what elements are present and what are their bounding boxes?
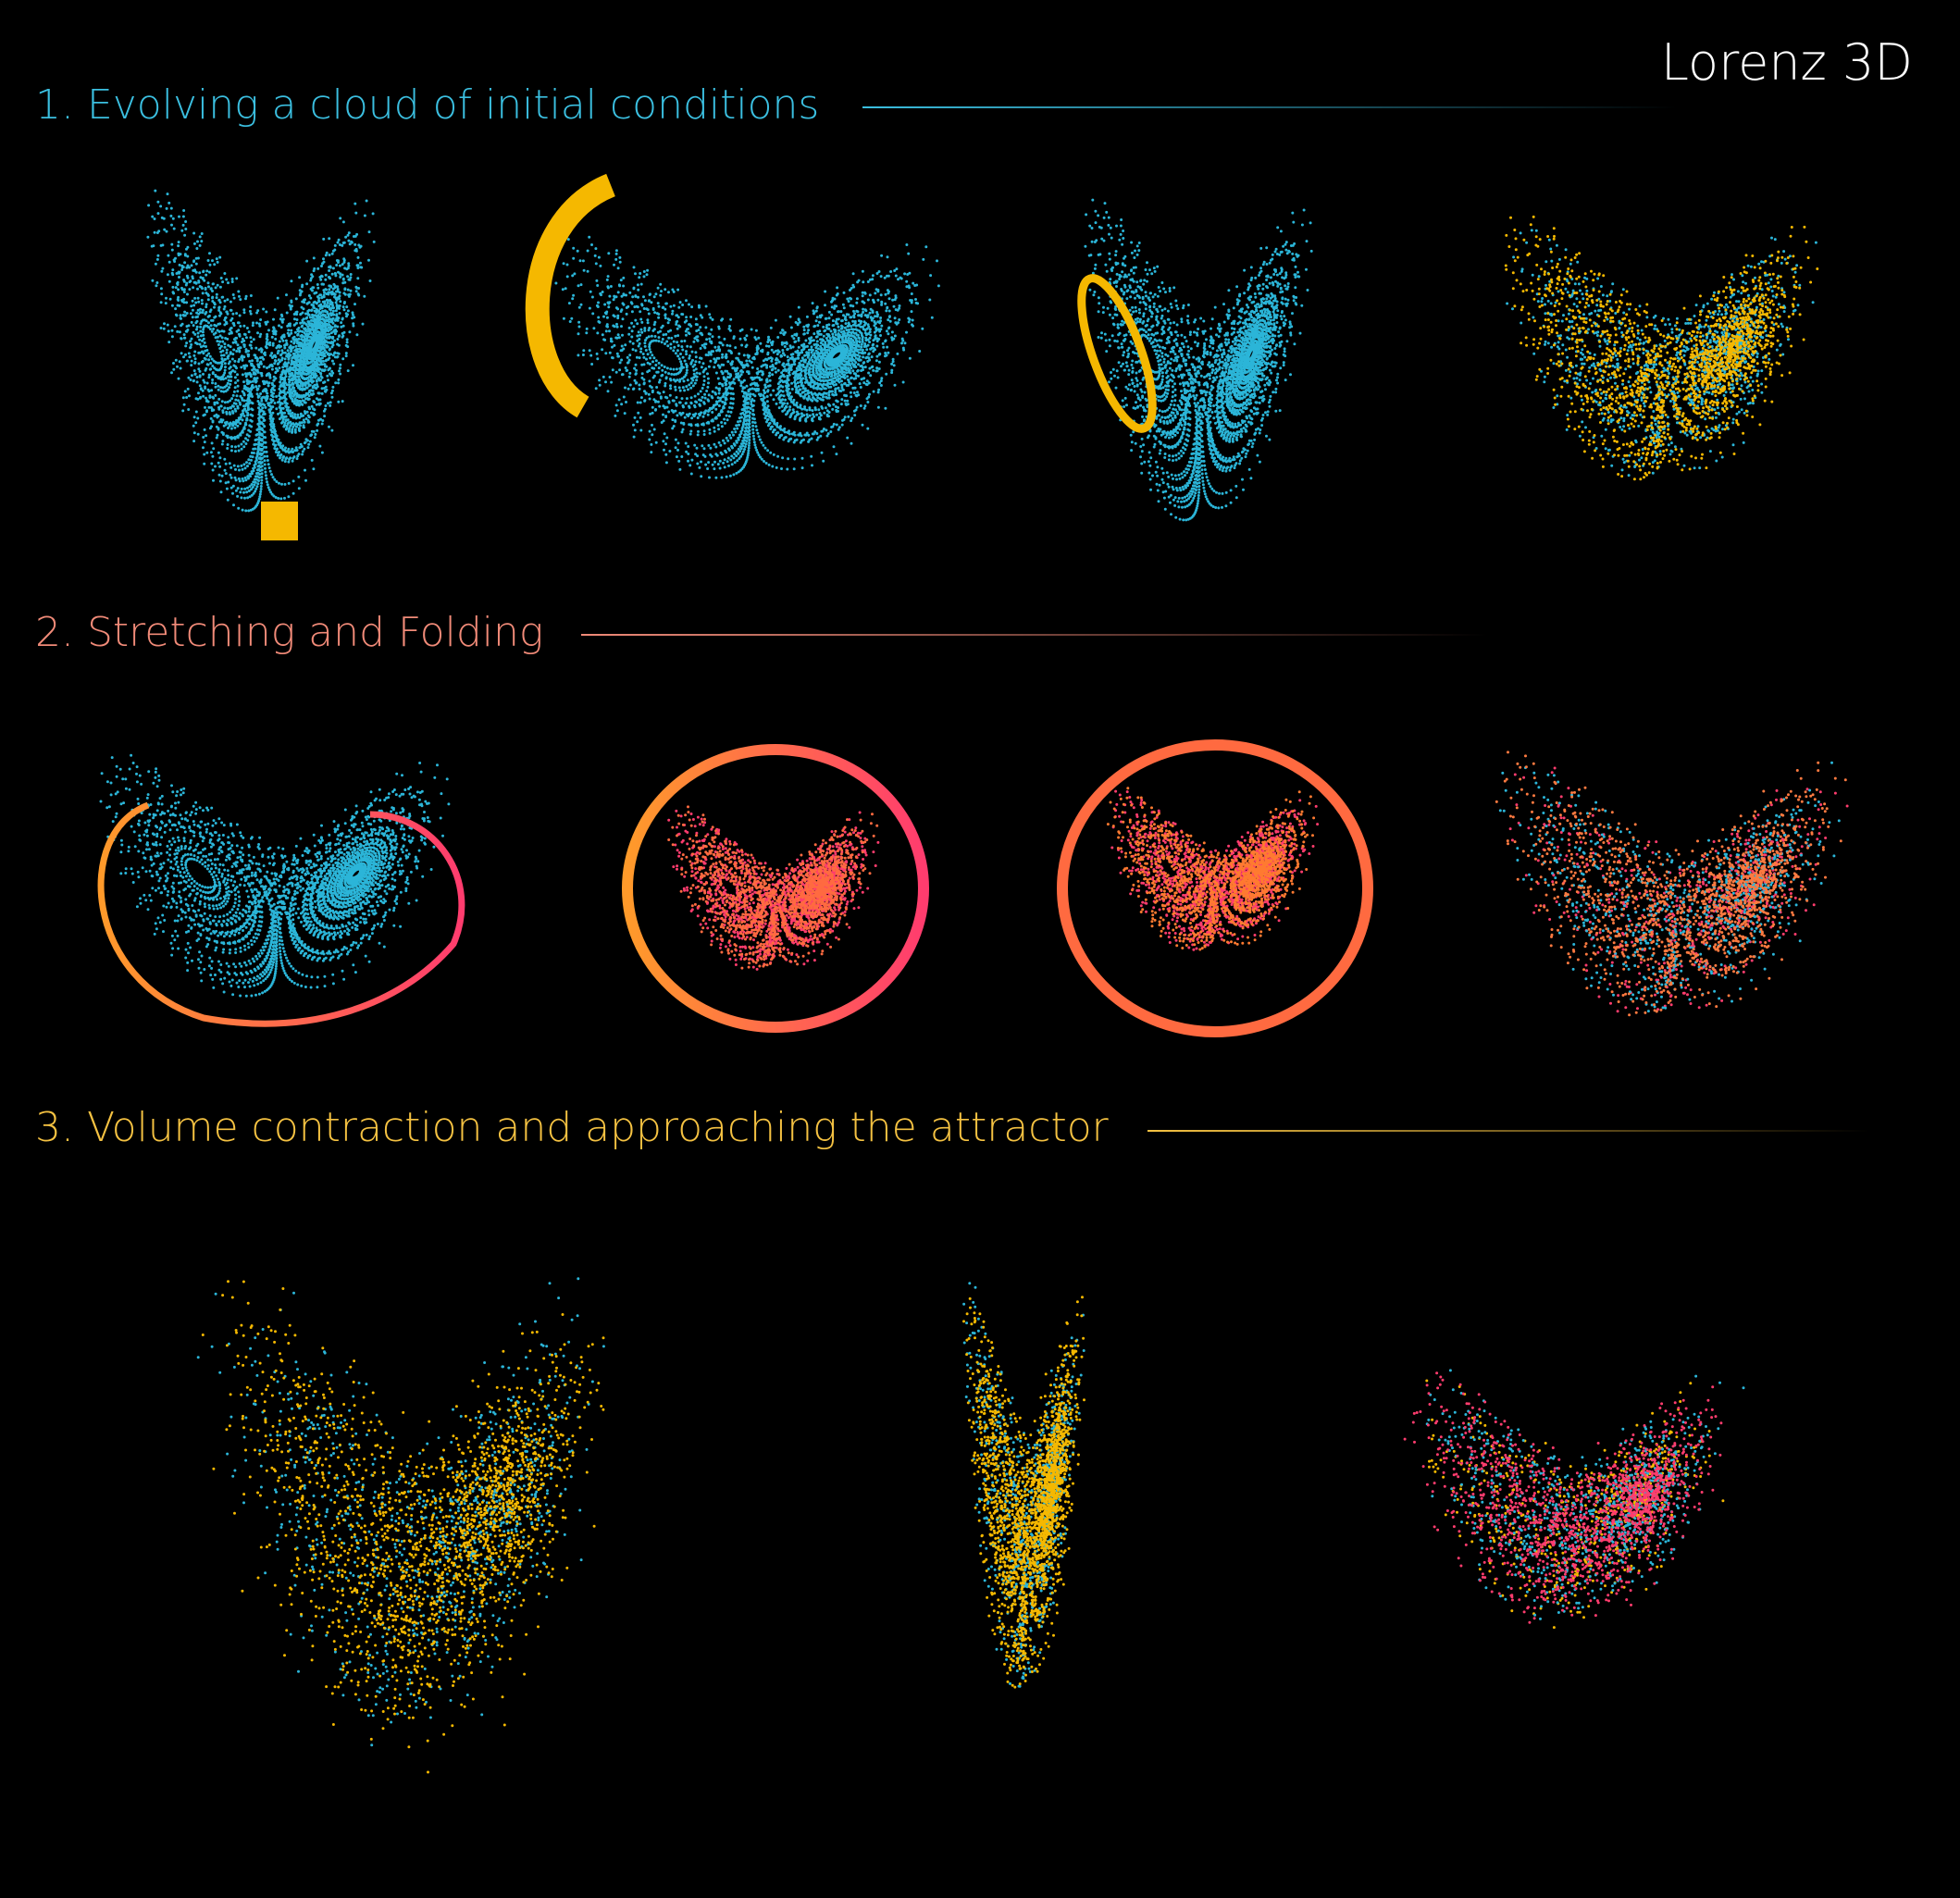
divider [1147,1130,1869,1132]
fold [97,801,465,1027]
figures [97,173,1849,1774]
point-cloud [1504,215,1819,481]
fold [1057,739,1373,1037]
point-cloud [667,805,879,970]
section-heading: 2. Stretching and Folding [35,609,543,656]
initial-cloud [261,502,298,540]
fold [622,744,929,1033]
point-cloud [1084,198,1313,522]
point-cloud [196,1277,605,1747]
point-cloud [146,189,376,513]
section-heading: 3. Volume contraction and approaching th… [35,1104,1110,1151]
title: Lorenz 3D [1661,33,1913,92]
point-cloud [1403,1371,1723,1624]
cloud-ring [1077,274,1157,433]
divider [581,634,1488,636]
point-cloud [201,1280,605,1774]
point-cloud [1106,787,1316,951]
point-cloud [99,753,451,998]
point-cloud [554,235,940,479]
point-cloud [1495,751,1847,1017]
section-heading: 1. Evolving a cloud of initial condition… [35,81,819,129]
point-cloud [962,1296,1085,1689]
cloud-arc [525,173,616,418]
divider [862,106,1677,108]
